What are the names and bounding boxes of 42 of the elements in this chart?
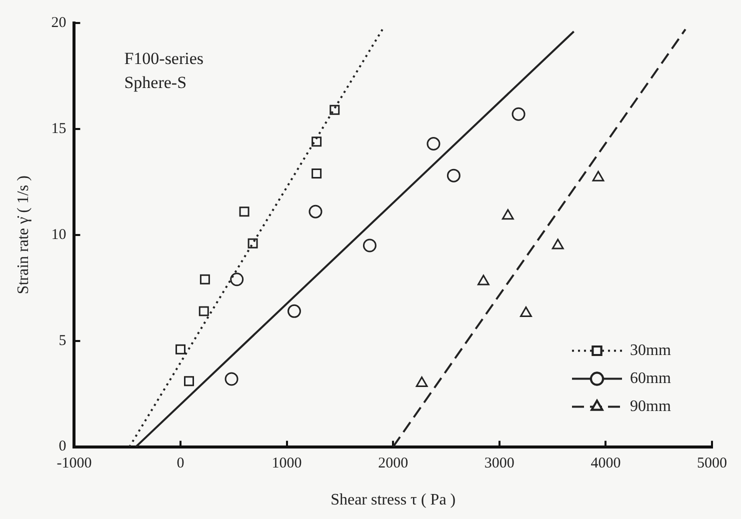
y-tick-label: 0 [58,438,66,455]
point [184,376,194,386]
y-tick-label: 10 [51,226,66,243]
x-tick-label: 1000 [272,456,302,472]
point [512,107,526,121]
point [478,274,490,286]
point [287,304,301,318]
y-axis-title: Strain rate γ̇ ( 1/s ) [14,176,32,294]
point [230,272,244,286]
point [312,136,322,147]
x-tick-label: 3000 [484,456,514,472]
legend-label: 60mm [630,370,672,388]
point [552,238,564,250]
y-tick-label: 15 [51,120,66,137]
x-tick-label: 2000 [378,456,408,472]
y-tick-label: 20 [51,14,66,31]
point [308,204,322,218]
annotation: Sphere-S [124,72,187,92]
y-tick-label: 5 [58,332,66,349]
point [426,137,440,151]
point [416,376,428,387]
point [224,372,238,386]
point [312,168,322,178]
annotation: F100-series [124,48,204,68]
point [520,306,532,318]
x-tick-label: 5000 [697,456,727,472]
legend-label: 30mm [630,342,672,360]
point [446,168,460,182]
x-tick-label: -1000 [56,456,92,472]
point [239,206,250,217]
point [200,274,210,284]
x-tick-label: 4000 [590,456,621,472]
point [330,104,340,115]
point [592,170,604,182]
x-axis-title: Shear stress τ ( Pa ) [330,492,456,509]
point [198,306,209,316]
point [248,238,258,248]
point [176,344,186,354]
point [362,238,376,252]
legend-label: 90mm [630,398,672,416]
x-tick-label: 0 [176,456,184,472]
point [502,209,514,220]
